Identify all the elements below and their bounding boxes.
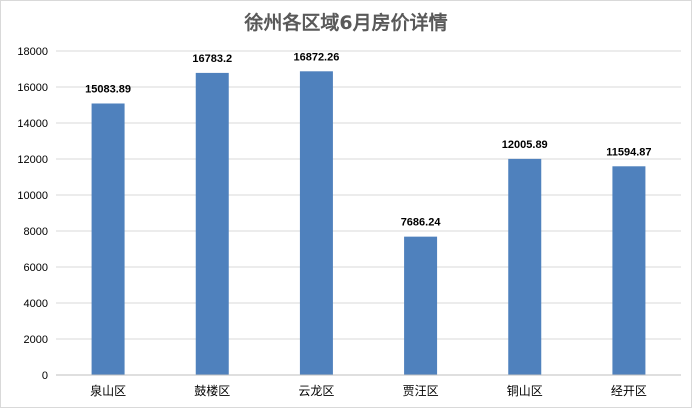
bar [404,236,438,375]
data-label: 11594.87 [606,146,651,158]
data-label: 16783.2 [192,53,232,65]
y-tick-label: 10000 [17,190,48,202]
y-tick-label: 12000 [17,154,48,166]
gridlines [56,50,681,340]
y-tick-label: 6000 [24,262,48,274]
bar [612,166,646,375]
x-axis-categories: 泉山区 鼓楼区 云龙区 贾汪区 铜山区 经开区 [90,383,647,398]
data-label: 16872.26 [293,51,339,63]
y-tick-label: 14000 [17,118,48,130]
bar [91,103,125,375]
category-label: 贾汪区 [403,384,439,398]
data-label: 12005.89 [502,139,548,151]
y-tick-label: 16000 [17,82,48,94]
y-tick-label: 2000 [24,334,48,346]
data-label: 7686.24 [401,217,442,229]
category-label: 铜山区 [507,383,543,398]
chart-title: 徐州各区域6月房价详情 [243,11,447,34]
category-label: 鼓楼区 [194,383,230,398]
y-axis-ticks: 0 2000 4000 6000 8000 10000 12000 14000 16000 180… [17,46,48,382]
y-tick-label: 4000 [24,298,48,310]
bar [299,71,333,375]
category-label: 经开区 [611,384,647,398]
data-labels: 15083.89 16783.2 16872.26 7686.24 12005.89 11… [85,51,651,228]
bar [508,158,542,375]
y-tick-label: 8000 [24,226,48,238]
y-tick-label: 18000 [17,46,48,58]
data-label: 15083.89 [85,83,131,95]
category-label: 云龙区 [298,384,334,398]
category-label: 泉山区 [90,384,126,398]
bars [91,71,646,375]
y-tick-label: 0 [42,370,48,382]
bar [195,72,229,375]
